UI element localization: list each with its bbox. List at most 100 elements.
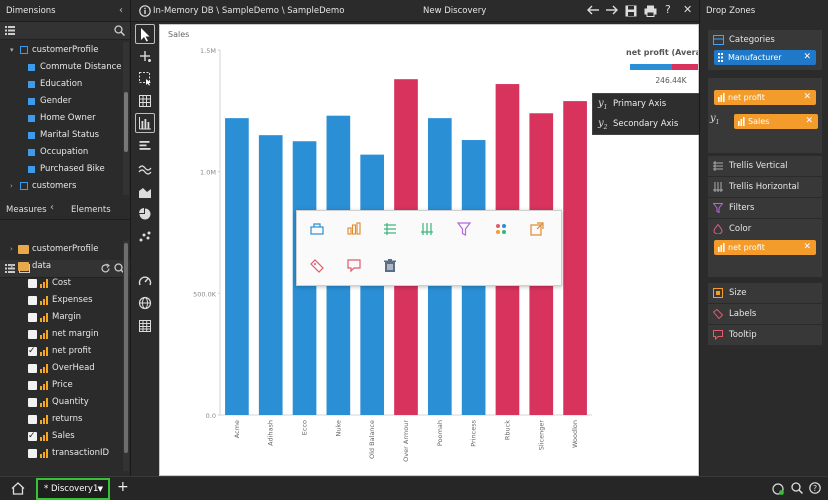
bar[interactable] — [225, 118, 249, 415]
pointer-icon[interactable] — [135, 24, 155, 44]
measure-checkbox[interactable] — [28, 398, 37, 407]
measure-item[interactable]: Sales — [0, 428, 122, 445]
chevron-down-icon[interactable]: ▾ — [10, 46, 14, 54]
bar[interactable] — [563, 101, 587, 415]
measures-collapse-icon[interactable]: ‹ — [50, 202, 54, 213]
measure-checkbox[interactable] — [28, 343, 37, 360]
close-icon[interactable]: ✕ — [683, 3, 693, 16]
print-icon[interactable] — [644, 5, 657, 17]
zone-color[interactable]: Color net profit ✕ — [708, 219, 822, 277]
dimension-item[interactable]: Purchased Bike — [0, 161, 122, 178]
list-view-icon[interactable] — [5, 26, 15, 35]
list-icon[interactable] — [135, 136, 155, 156]
add-tab-button[interactable]: + — [117, 479, 129, 495]
measure-item[interactable]: returns — [0, 411, 122, 428]
measure-item[interactable]: net margin — [0, 326, 122, 343]
zone-values[interactable]: y1 net profit ✕ Sales ✕ — [708, 78, 822, 153]
tab-discovery1[interactable]: * Discovery1 ▼ — [36, 478, 110, 500]
measure-item[interactable]: Margin — [0, 309, 122, 326]
zone-labels[interactable]: Labels — [708, 304, 822, 324]
dimension-item[interactable]: ▾ customerProfile — [0, 42, 122, 59]
dimensions-scrollbar[interactable] — [123, 42, 129, 195]
zone-filters[interactable]: Filters — [708, 198, 822, 218]
forward-icon[interactable] — [605, 4, 619, 16]
context-tag-icon[interactable] — [306, 255, 328, 277]
search-icon[interactable] — [791, 482, 803, 494]
zone-trellis-horizontal[interactable]: Trellis Horizontal — [708, 177, 822, 197]
measure-checkbox[interactable] — [28, 330, 37, 339]
dimension-item[interactable]: › customers — [0, 178, 122, 195]
zone-tooltip[interactable]: Tooltip — [708, 325, 822, 345]
zone-size[interactable]: Size — [708, 283, 822, 303]
gauge-icon[interactable] — [135, 271, 155, 291]
measure-checkbox[interactable] — [28, 364, 37, 373]
tab-dropdown-icon[interactable]: ▼ — [97, 485, 103, 493]
dimension-item[interactable]: Education — [0, 76, 122, 93]
back-icon[interactable] — [586, 4, 600, 16]
chevron-right-icon[interactable]: › — [10, 245, 13, 253]
context-bucket-icon[interactable] — [306, 218, 328, 240]
globe-icon[interactable] — [135, 293, 155, 313]
context-comment-icon[interactable] — [343, 255, 365, 277]
dimension-item[interactable]: Occupation — [0, 144, 122, 161]
measure-item[interactable]: Expenses — [0, 292, 122, 309]
help-icon[interactable]: ? — [665, 3, 671, 16]
measure-item[interactable]: transactionID — [0, 445, 122, 462]
dimension-item[interactable]: Commute Distance — [0, 59, 122, 76]
remove-icon[interactable]: ✕ — [805, 116, 813, 126]
wave-icon[interactable] — [135, 159, 155, 179]
axis-option-primary[interactable]: y1 Primary Axis — [593, 94, 709, 114]
remove-icon[interactable]: ✕ — [803, 242, 811, 252]
bar-chart-icon[interactable] — [135, 113, 155, 133]
save-icon[interactable] — [625, 5, 637, 17]
measure-item[interactable]: OverHead — [0, 360, 122, 377]
pill-manufacturer[interactable]: Manufacturer ✕ — [714, 50, 816, 65]
tab-elements[interactable]: Elements — [71, 205, 111, 215]
pill-sales[interactable]: Sales ✕ — [734, 114, 818, 129]
refresh-icon[interactable] — [100, 263, 111, 274]
measure-item[interactable]: Cost — [0, 275, 122, 292]
select-region-icon[interactable] — [135, 68, 155, 88]
scatter-icon[interactable] — [135, 227, 155, 247]
axis-y1-icon[interactable]: y1 — [710, 113, 720, 126]
measure-checkbox[interactable] — [28, 415, 37, 424]
dimension-item[interactable]: Gender — [0, 93, 122, 110]
zone-trellis-vertical[interactable]: Trellis Vertical — [708, 156, 822, 176]
measure-item[interactable]: net profit — [0, 343, 122, 360]
chevron-down-icon[interactable]: ▾ — [10, 262, 14, 270]
pill-color-net-profit[interactable]: net profit ✕ — [714, 240, 816, 255]
context-color-dots-icon[interactable] — [490, 218, 512, 240]
grid-icon[interactable] — [135, 91, 155, 111]
bar[interactable] — [258, 135, 283, 415]
dimension-item[interactable]: Marital Status — [0, 127, 122, 144]
pill-net-profit[interactable]: net profit ✕ — [714, 90, 816, 105]
context-trash-icon[interactable] — [379, 255, 401, 277]
table-icon[interactable] — [135, 316, 155, 336]
context-bars-vertical-icon[interactable] — [416, 218, 438, 240]
measure-checkbox[interactable] — [28, 296, 37, 305]
measure-checkbox[interactable] — [28, 428, 37, 445]
list-view-icon[interactable] — [5, 264, 15, 273]
measures-scrollbar[interactable] — [123, 241, 129, 471]
measure-item[interactable]: Price — [0, 377, 122, 394]
search-icon[interactable] — [114, 25, 125, 36]
context-filter-icon[interactable] — [453, 218, 475, 240]
status-icon[interactable] — [772, 483, 784, 495]
folder-item[interactable]: › customerProfile — [0, 241, 122, 258]
chevron-right-icon[interactable]: › — [10, 182, 13, 190]
context-list-icon[interactable] — [379, 218, 401, 240]
remove-icon[interactable]: ✕ — [803, 52, 811, 62]
measure-checkbox[interactable] — [28, 279, 37, 288]
measure-item[interactable]: Quantity — [0, 394, 122, 411]
home-icon[interactable] — [11, 482, 25, 495]
dimension-item[interactable]: Home Owner — [0, 110, 122, 127]
context-export-icon[interactable] — [526, 218, 548, 240]
measure-checkbox[interactable] — [28, 449, 37, 458]
collapse-left-icon[interactable]: ‹ — [119, 5, 123, 16]
add-icon[interactable] — [135, 46, 155, 66]
folder-item[interactable]: ▾ data — [0, 258, 122, 275]
axis-option-secondary[interactable]: y2 Secondary Axis — [593, 114, 709, 134]
measure-checkbox[interactable] — [28, 313, 37, 322]
context-bar-chart-icon[interactable] — [343, 218, 365, 240]
measure-checkbox[interactable] — [28, 381, 37, 390]
